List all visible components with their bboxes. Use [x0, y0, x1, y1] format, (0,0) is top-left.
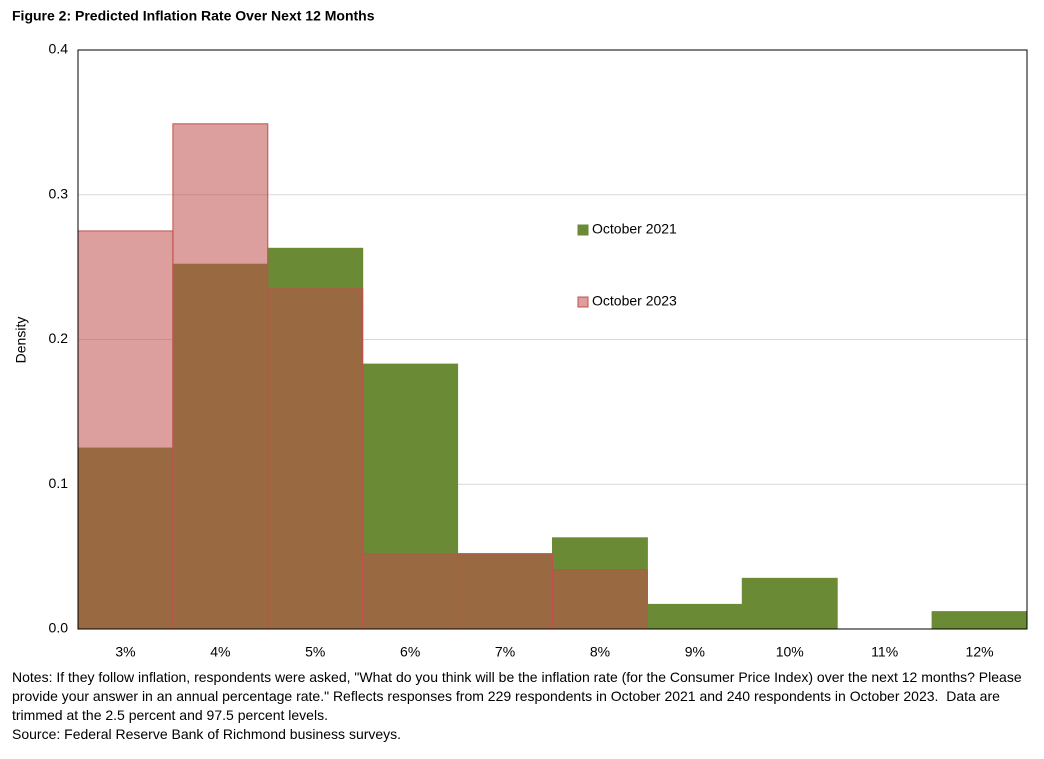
y-tick-label: 0.2	[49, 330, 69, 346]
bar	[457, 553, 554, 630]
legend-label: October 2021	[592, 221, 677, 237]
y-tick-label: 0.4	[49, 41, 69, 57]
x-tick-label: 7%	[495, 644, 515, 660]
bar	[362, 553, 459, 630]
bar	[741, 577, 838, 630]
y-tick-label: 0.1	[49, 475, 69, 491]
plot-border	[77, 49, 1028, 630]
legend-label: October 2023	[592, 293, 677, 309]
bar	[267, 288, 364, 630]
bar	[172, 123, 269, 630]
x-tick-label: 4%	[210, 644, 230, 660]
legend-swatch	[577, 224, 589, 236]
x-tick-label: 11%	[871, 644, 898, 660]
x-tick-label: 6%	[400, 644, 420, 660]
chart-title: Figure 2: Predicted Inflation Rate Over …	[12, 8, 375, 24]
bar	[646, 603, 743, 630]
bar	[552, 569, 648, 630]
y-axis-label: Density	[13, 317, 29, 364]
x-tick-label: 5%	[305, 644, 325, 660]
y-tick-label: 0.0	[49, 620, 69, 636]
source: Source: Federal Reserve Bank of Richmond…	[12, 726, 402, 742]
bar	[77, 230, 174, 630]
notes: Notes: If they follow inflation, respond…	[12, 669, 1026, 723]
x-tick-label: 3%	[115, 644, 135, 660]
legend-swatch	[577, 296, 589, 308]
x-tick-label: 8%	[590, 644, 610, 660]
x-tick-label: 10%	[776, 644, 804, 660]
chart: Figure 2: Predicted Inflation Rate Over …	[12, 8, 1028, 660]
x-tick-label: 9%	[685, 644, 705, 660]
bar	[931, 611, 1028, 630]
x-tick-label: 12%	[966, 644, 994, 660]
y-tick-label: 0.3	[49, 185, 69, 201]
